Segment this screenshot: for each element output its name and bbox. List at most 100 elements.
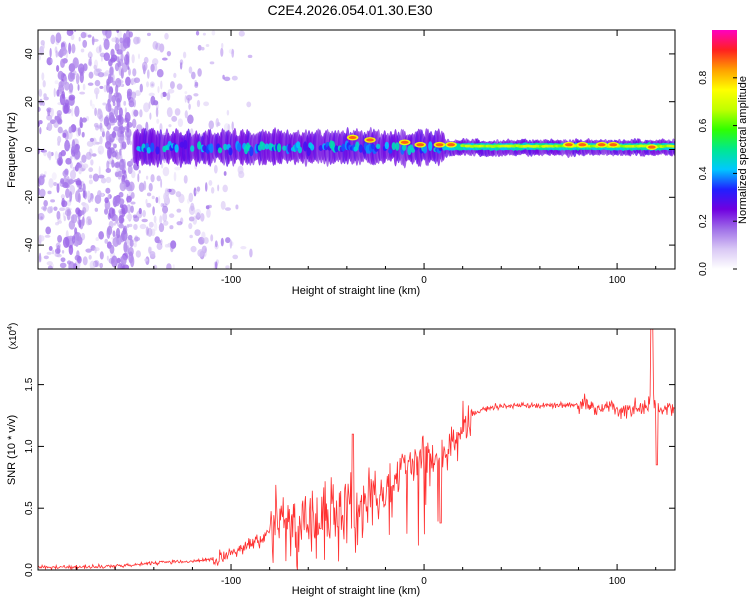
noise-cell: [168, 213, 175, 218]
noise-cell: [77, 127, 81, 137]
figure-title: C2E4.2026.054.01.30.E30: [267, 2, 433, 18]
y-tick-label: 0.5: [24, 501, 35, 515]
noise-cell: [173, 171, 177, 182]
noise-cell: [210, 234, 214, 242]
noise-cell: [130, 201, 136, 205]
noise-cell: [160, 202, 165, 208]
snr-x-axis: -100 0 100: [37, 329, 657, 587]
noise-cell: [79, 71, 84, 84]
noise-cell: [227, 123, 231, 133]
band-core: [309, 143, 315, 151]
noise-cell: [65, 99, 69, 108]
noise-cell: [139, 83, 143, 93]
noise-cell: [174, 108, 181, 116]
band-core: [297, 146, 303, 154]
noise-cell: [57, 159, 63, 166]
noise-cell: [66, 30, 74, 37]
band-core: [179, 141, 184, 148]
noise-cell: [82, 183, 86, 193]
noise-cell: [197, 249, 204, 258]
noise-cell: [183, 175, 188, 184]
band-core: [282, 145, 287, 151]
noise-cell: [90, 159, 94, 166]
noise-cell: [205, 44, 210, 47]
noise-cell: [113, 222, 116, 226]
noise-cell: [188, 192, 194, 203]
hot-spot: [416, 143, 425, 147]
hot-spot: [609, 143, 618, 147]
noise-cell: [146, 69, 150, 79]
noise-cell: [43, 199, 48, 207]
band-core: [223, 143, 228, 151]
noise-cell: [60, 257, 66, 263]
noise-cell: [70, 169, 77, 180]
noise-cell: [39, 98, 43, 106]
snr-x-label: Height of straight line (km): [292, 585, 420, 597]
noise-cell: [105, 130, 111, 142]
noise-cell: [125, 76, 131, 86]
band-core: [228, 147, 233, 156]
noise-cell: [225, 237, 231, 244]
noise-cell: [60, 194, 65, 200]
noise-cell: [57, 126, 63, 134]
noise-cell: [96, 190, 102, 199]
noise-cell: [193, 187, 197, 197]
noise-cell: [39, 45, 44, 56]
x-tick-label: 0: [421, 576, 427, 587]
noise-cell: [127, 165, 133, 175]
noise-cell: [148, 246, 152, 254]
noise-cell: [95, 237, 99, 242]
noise-cell: [57, 135, 62, 144]
noise-cell: [74, 30, 77, 33]
noise-cell: [176, 221, 183, 226]
noise-cell: [105, 168, 112, 173]
band-core: [391, 142, 396, 151]
noise-cell: [216, 122, 221, 127]
noise-cell: [48, 245, 53, 251]
noise-cell: [124, 107, 127, 114]
snr-series-line: [38, 329, 675, 570]
noise-cell: [126, 195, 132, 203]
noise-cell: [130, 255, 135, 268]
noise-cell: [126, 134, 131, 146]
heatmap-cells: [38, 30, 675, 269]
noise-cell: [38, 55, 41, 61]
noise-cell: [117, 61, 121, 68]
band-core: [306, 146, 311, 157]
noise-cell: [159, 123, 163, 132]
noise-cell: [46, 251, 52, 255]
noise-cell: [106, 227, 111, 239]
noise-cell: [246, 101, 252, 108]
noise-cell: [113, 143, 117, 149]
noise-cell: [188, 222, 193, 230]
noise-cell: [63, 215, 66, 222]
noise-cell: [130, 205, 134, 213]
noise-cell: [224, 207, 231, 211]
noise-cell: [69, 191, 73, 202]
noise-cell: [138, 170, 141, 174]
noise-cell: [155, 107, 159, 118]
x-tick-label: 100: [609, 576, 626, 587]
band-core: [146, 146, 151, 154]
noise-cell: [249, 248, 253, 258]
noise-cell: [154, 221, 158, 231]
noise-cell: [187, 114, 194, 125]
noise-cell: [93, 64, 98, 70]
noise-cell: [196, 186, 201, 192]
noise-cell: [231, 121, 234, 131]
y-tick-label: 0.0: [24, 563, 35, 577]
noise-cell: [92, 173, 99, 182]
noise-cell: [188, 66, 193, 74]
noise-cell: [160, 92, 163, 99]
noise-cell: [108, 133, 115, 143]
noise-cell: [38, 252, 42, 263]
band-core: [276, 143, 282, 153]
x-tick-label: 0: [421, 275, 427, 286]
noise-cell: [210, 186, 215, 194]
hot-spot: [597, 143, 606, 147]
noise-cell: [54, 80, 59, 85]
noise-cell: [220, 200, 226, 210]
noise-cell: [164, 32, 169, 40]
noise-cell: [237, 165, 244, 175]
noise-cell: [75, 180, 82, 186]
